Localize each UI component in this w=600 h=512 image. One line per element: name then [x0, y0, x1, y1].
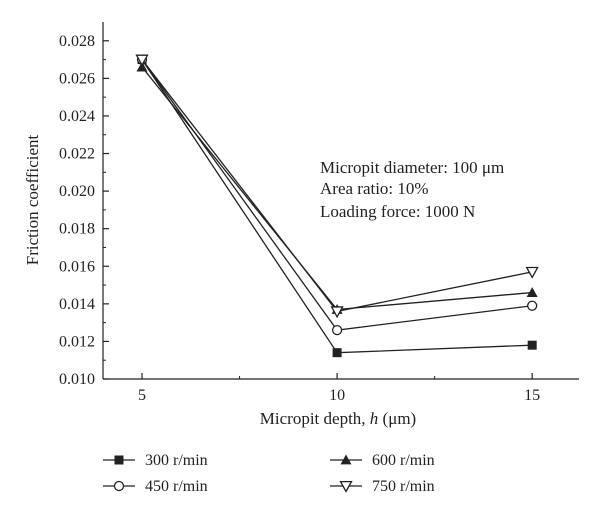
x-axis-title-prefix: Micropit depth, [260, 409, 370, 428]
data-point [527, 340, 537, 350]
legend-item: 750 r/min [330, 478, 435, 495]
x-axis-title-variable: h [370, 409, 379, 428]
y-axis-title: Friction coefficient [23, 135, 42, 266]
y-tick-label: 0.014 [59, 296, 95, 313]
x-axis-title: Micropit depth, h (μm) [260, 409, 416, 428]
legend-marker [339, 480, 353, 493]
y-tick-label: 0.012 [59, 333, 95, 350]
series-750-r-min [135, 54, 539, 319]
y-tick-label: 0.016 [59, 258, 95, 275]
y-tick-label: 0.020 [59, 183, 95, 200]
legend-marker [113, 480, 125, 492]
data-point [527, 300, 538, 311]
y-axis-ticks: 0.010 0.012 0.014 0.016 0.018 0.020 0.022 0.024… [59, 33, 109, 388]
chart-annotation: Micropit diameter: 100 μm Area ratio: 10… [320, 158, 504, 221]
legend-item: 300 r/min [103, 452, 208, 469]
data-point [331, 324, 343, 336]
annotation-line-3: Loading force: 1000 N [320, 202, 475, 221]
data-point [135, 54, 149, 67]
x-tick-label: 5 [138, 387, 146, 404]
x-tick-label: 15 [524, 387, 540, 404]
legend-item: 450 r/min [103, 478, 208, 495]
y-tick-label: 0.022 [59, 146, 95, 163]
legend-marker [340, 454, 352, 465]
y-tick-label: 0.024 [59, 108, 95, 125]
legend-label: 450 r/min [145, 478, 208, 495]
y-tick-label: 0.028 [59, 33, 95, 50]
y-tick-label: 0.026 [59, 70, 95, 87]
data-point [332, 348, 342, 358]
chart-legend: 300 r/min 450 r/min 600 r/min 750 r/min [103, 452, 435, 495]
legend-label: 300 r/min [145, 452, 208, 469]
data-point [136, 61, 148, 72]
chart-axes [102, 22, 579, 380]
annotation-line-2: Area ratio: 10% [320, 179, 429, 198]
y-tick-label: 0.018 [59, 221, 95, 238]
y-tick-label: 0.010 [59, 371, 95, 388]
x-axis-ticks: 5 10 15 [138, 373, 540, 404]
legend-item: 600 r/min [330, 452, 435, 469]
data-point [330, 306, 344, 319]
x-axis-title-suffix: (μm) [378, 409, 416, 428]
legend-marker [114, 455, 124, 465]
data-point [526, 287, 538, 297]
legend-label: 600 r/min [372, 452, 435, 469]
annotation-line-1: Micropit diameter: 100 μm [320, 158, 504, 177]
plot-area [135, 54, 539, 358]
x-tick-label: 10 [329, 387, 345, 404]
legend-label: 750 r/min [372, 478, 435, 495]
data-point [525, 266, 539, 279]
